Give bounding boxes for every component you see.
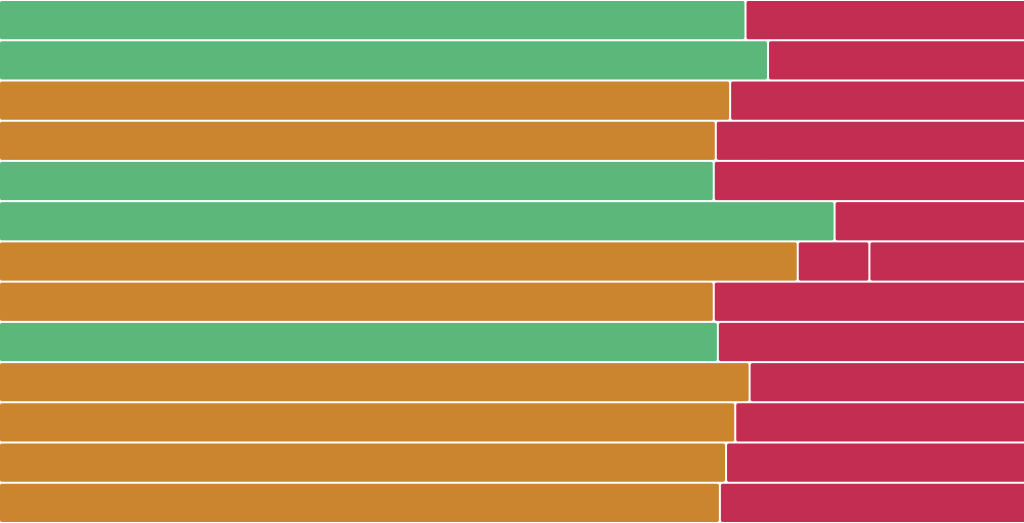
bar-segment-orange <box>0 363 749 402</box>
bar-row-7 <box>0 242 1024 281</box>
bar-row-10 <box>0 363 1024 402</box>
bar-segment-orange <box>0 483 719 522</box>
bar-row-1 <box>0 1 1024 40</box>
bar-segment-green <box>0 202 834 241</box>
bar-row-12 <box>0 443 1024 482</box>
bar-segment-red <box>736 403 1024 442</box>
bar-row-11 <box>0 403 1024 442</box>
bar-row-8 <box>0 282 1024 321</box>
bar-row-5 <box>0 161 1024 201</box>
bar-segment-green <box>0 161 713 201</box>
bar-segment-orange <box>0 242 797 281</box>
bar-segment-red <box>718 322 1024 362</box>
bar-segment-red <box>746 1 1024 40</box>
bar-row-9 <box>0 322 1024 362</box>
bar-segment-red <box>769 41 1024 80</box>
bar-row-3 <box>0 81 1024 120</box>
bar-segment-orange <box>0 443 726 482</box>
bar-segment-red <box>731 81 1024 120</box>
bar-segment-red <box>870 242 1024 281</box>
bar-segment-red <box>798 242 869 281</box>
bar-segment-orange <box>0 403 735 442</box>
bar-row-4 <box>0 121 1024 160</box>
bar-row-6 <box>0 202 1024 241</box>
bar-segment-orange <box>0 282 713 321</box>
bar-segment-red <box>714 282 1024 321</box>
bar-segment-orange <box>0 121 715 160</box>
bar-segment-red <box>727 443 1024 482</box>
bar-segment-red <box>750 363 1024 402</box>
bar-segment-green <box>0 322 717 362</box>
bar-row-2 <box>0 41 1024 80</box>
bar-segment-green <box>0 1 745 40</box>
bar-segment-red <box>720 483 1024 522</box>
bar-segment-red <box>835 202 1024 241</box>
bar-segment-orange <box>0 81 730 120</box>
bar-row-13 <box>0 483 1024 522</box>
bar-segment-red <box>716 121 1024 160</box>
bar-segment-red <box>714 161 1024 201</box>
bar-segment-green <box>0 41 768 80</box>
